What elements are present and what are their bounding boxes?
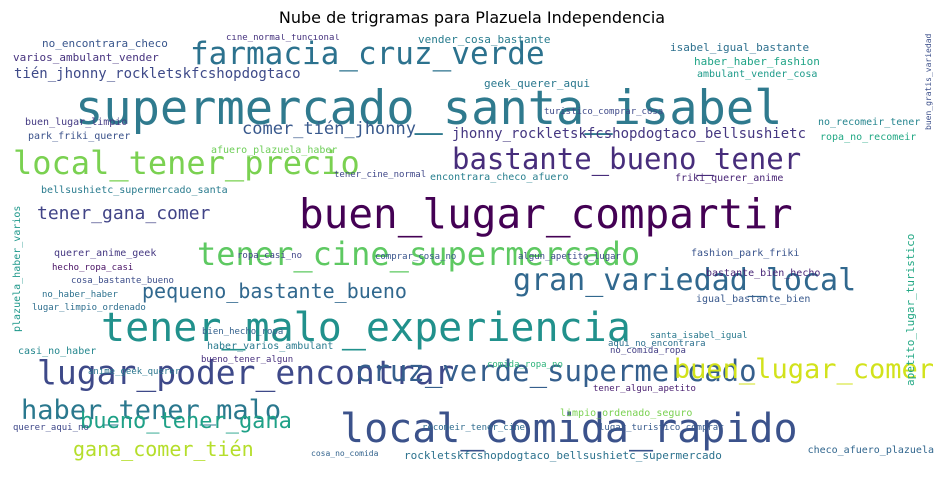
cloud-word: haber_varios_ambulant bbox=[207, 341, 334, 352]
cloud-word: haber_tener_malo bbox=[21, 395, 282, 426]
cloud-word: aqui_no_encontrara bbox=[608, 339, 706, 349]
cloud-word: tener_malo_experiencia bbox=[101, 305, 631, 351]
cloud-word: isabel_igual_bastante bbox=[670, 41, 810, 54]
cloud-word: plazuela_haber_varios bbox=[12, 205, 23, 332]
cloud-word: comprar_cosa_no bbox=[375, 252, 457, 262]
cloud-word: tener_algun_apetito bbox=[593, 384, 696, 394]
cloud-word: comer_tién_jhonny bbox=[242, 119, 416, 139]
cloud-word: farmacia_cruz_verde bbox=[190, 36, 545, 72]
cloud-word: supermercado_santa_isabel bbox=[75, 81, 783, 136]
chart-title: Nube de trigramas para Plazuela Independ… bbox=[278, 8, 666, 27]
cloud-word: lugar_limpio_ordenado bbox=[32, 303, 146, 313]
cloud-word: checo_afuero_plazuela bbox=[807, 445, 934, 456]
cloud-word: buen_gratis_variedad bbox=[924, 34, 933, 131]
cloud-word: park_friki_querer bbox=[28, 131, 131, 142]
cloud-word: ambulant_vender_cosa bbox=[697, 69, 818, 80]
cloud-word: fashion_park_friki bbox=[691, 248, 800, 259]
cloud-word: pequeno_bastante_bueno bbox=[142, 279, 407, 303]
cloud-word: bastante_bien_hecho bbox=[706, 268, 821, 279]
cloud-word: no_encontrara_checo bbox=[42, 37, 168, 50]
cloud-word: bueno_tener_gana bbox=[80, 409, 292, 434]
cloud-word: local_comida_rapido bbox=[340, 406, 798, 452]
cloud-word: comida_ropa_no bbox=[487, 360, 563, 370]
cloud-word: buen_lugar_compartir bbox=[299, 190, 793, 238]
cloud-word: tener_cine_supermercado bbox=[197, 235, 641, 273]
cloud-word: tener_cine_normal bbox=[334, 170, 427, 180]
cloud-word: casi_no_haber bbox=[18, 346, 97, 357]
cloud-word: igual_bastante_bien bbox=[696, 294, 811, 305]
cloud-word: querer_anime_geek bbox=[54, 248, 157, 259]
cloud-word: cosa_bastante_bueno bbox=[71, 276, 174, 286]
cloud-word: friki_querer_anime bbox=[675, 173, 784, 184]
cloud-word: buen_lugar_comer bbox=[673, 354, 934, 385]
cloud-word: santa_isabel_igual bbox=[650, 331, 748, 341]
cloud-word: bueno_tener_algun bbox=[201, 355, 294, 365]
cloud-word: tién_jhonny_rockletskfcshopdogtaco bbox=[14, 66, 301, 82]
cloud-word: cruz_verde_supermercado bbox=[355, 354, 757, 388]
cloud-word: encontrara_checo_afuero bbox=[430, 172, 569, 183]
cloud-word: ropa_casi_no bbox=[237, 251, 303, 261]
cloud-word: tener_gana_comer bbox=[37, 203, 211, 224]
cloud-word: gran_variedad_local bbox=[513, 263, 857, 298]
cloud-word: bastante_bueno_tener bbox=[452, 142, 802, 176]
cloud-word: algun_apetito_lugar bbox=[518, 252, 621, 262]
cloud-word: anime_geek_querer bbox=[88, 367, 181, 377]
cloud-word: vender_cosa_bastante bbox=[418, 34, 551, 46]
cloud-word: varios_ambulant_vender bbox=[13, 51, 159, 64]
cloud-word: haber_haber_fashion bbox=[694, 55, 820, 68]
cloud-word: rockletskfcshopdogtaco_bellsushietc_supe… bbox=[404, 449, 722, 462]
cloud-word: geek_querer_aqui bbox=[484, 77, 590, 90]
cloud-word: no_recomeir_tener bbox=[818, 117, 921, 128]
cloud-word: no_comida_ropa bbox=[610, 346, 686, 356]
cloud-word: limpio_ordenado_seguro bbox=[560, 408, 693, 419]
cloud-word: bellsushietc_supermercado_santa bbox=[41, 185, 228, 196]
cloud-word: afuero_plazuela_haber bbox=[211, 145, 338, 156]
cloud-word: no_haber_haber bbox=[42, 290, 118, 300]
cloud-word: cosa_no_comida bbox=[311, 449, 379, 458]
cloud-word: querer_aqui_no bbox=[13, 423, 89, 433]
word-cloud: supermercado_santa_isabel buen_lugar_comp… bbox=[9, 34, 935, 496]
cloud-word: turistico_comprar_cosa bbox=[544, 107, 664, 117]
cloud-word: hecho_ropa_casi bbox=[52, 263, 134, 273]
cloud-word: local_tener_precio bbox=[13, 144, 360, 182]
cloud-word: buen_lugar_limpio bbox=[25, 117, 128, 128]
cloud-word: gana_comer_tién bbox=[73, 437, 254, 461]
cloud-word: ropa_no_recomeir bbox=[820, 132, 917, 143]
cloud-word: lugar_poder_encontrar bbox=[37, 353, 455, 392]
cloud-word: apetito_lugar_turistico bbox=[904, 233, 917, 386]
cloud-word: recomeir_tener_cine bbox=[422, 423, 525, 433]
cloud-word: jhonny_rockletskfcshopdogtaco_bellsushie… bbox=[452, 126, 807, 142]
cloud-word: lugar_turistico_comprar bbox=[599, 423, 724, 433]
cloud-word: cine_normal_funcional bbox=[226, 34, 340, 43]
cloud-word: bien_hecho_ropa bbox=[202, 327, 284, 337]
